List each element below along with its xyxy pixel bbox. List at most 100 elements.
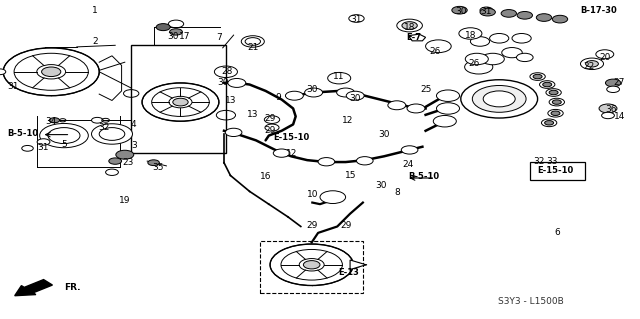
Circle shape [49,118,60,123]
Circle shape [605,79,621,87]
Text: 15: 15 [345,171,356,180]
Circle shape [346,91,364,100]
Circle shape [228,78,246,87]
Text: 30: 30 [455,7,467,16]
Circle shape [512,33,531,43]
Circle shape [470,37,490,46]
Circle shape [318,158,335,166]
Circle shape [328,72,351,84]
Text: 33: 33 [546,157,557,166]
Circle shape [596,50,614,59]
Text: E-15-10: E-15-10 [538,166,573,175]
Text: 8: 8 [394,188,399,197]
Circle shape [545,121,554,125]
Text: 30: 30 [378,130,390,139]
Text: 22: 22 [583,63,595,71]
Text: B-17-30: B-17-30 [580,6,617,15]
Circle shape [517,11,532,19]
Text: 3: 3 [132,141,137,150]
Text: 29: 29 [264,114,276,122]
Circle shape [536,14,552,21]
Circle shape [37,64,65,79]
Circle shape [480,7,493,13]
Text: 30: 30 [376,181,387,189]
Circle shape [388,101,406,110]
Circle shape [402,22,417,29]
Circle shape [349,15,364,22]
Circle shape [490,33,509,43]
Text: 17: 17 [179,32,190,41]
Circle shape [548,109,563,117]
Circle shape [599,104,617,113]
Bar [260,241,363,293]
Text: 31: 31 [481,7,492,16]
Circle shape [546,89,561,96]
Circle shape [156,24,170,31]
Circle shape [401,146,418,154]
Circle shape [22,145,33,151]
Circle shape [337,88,355,97]
Text: 31: 31 [37,143,49,152]
Text: 36: 36 [605,105,617,114]
Circle shape [320,191,346,204]
Circle shape [264,116,280,123]
Polygon shape [408,34,426,41]
Text: E-13: E-13 [339,268,359,277]
Circle shape [148,160,159,166]
Circle shape [265,124,279,131]
Circle shape [407,104,425,113]
Text: 2: 2 [92,37,97,46]
Text: 31: 31 [350,15,362,24]
FancyArrow shape [15,279,52,296]
Circle shape [37,139,50,145]
Text: 23: 23 [122,158,134,167]
Circle shape [549,98,564,106]
Circle shape [480,8,495,16]
Text: 32: 32 [98,123,109,132]
Text: FR.: FR. [64,283,81,292]
Text: 28: 28 [221,67,233,76]
Circle shape [116,150,134,159]
Text: 18: 18 [465,31,476,40]
Circle shape [433,115,456,127]
Circle shape [540,81,555,88]
Circle shape [42,67,61,77]
Circle shape [92,124,132,144]
Circle shape [300,258,324,271]
Circle shape [225,128,242,137]
Circle shape [40,123,88,148]
Text: 6: 6 [554,228,559,237]
Circle shape [533,74,542,79]
Circle shape [516,53,533,62]
Text: 26: 26 [468,59,479,68]
Text: 30: 30 [167,32,179,41]
Circle shape [106,169,118,175]
Text: 35: 35 [152,163,164,172]
Text: 30: 30 [307,85,318,94]
Circle shape [459,28,482,39]
Text: 10: 10 [307,190,318,199]
Circle shape [356,157,373,165]
Text: 30: 30 [217,78,228,87]
Circle shape [241,36,264,47]
Text: 13: 13 [247,110,259,119]
Circle shape [543,82,552,87]
Circle shape [285,91,303,100]
Text: 12: 12 [285,149,297,158]
Bar [131,45,226,153]
Text: 5: 5 [61,140,67,149]
Text: E-15-10: E-15-10 [273,133,309,142]
Circle shape [607,86,620,93]
Circle shape [586,61,598,67]
Text: 9: 9 [276,93,281,102]
Circle shape [549,90,558,95]
Text: S3Y3 - L1500B: S3Y3 - L1500B [499,297,564,306]
Circle shape [3,48,99,96]
Circle shape [465,60,493,74]
Text: 31: 31 [7,82,19,91]
Circle shape [436,90,460,101]
Circle shape [397,19,422,32]
Circle shape [602,112,614,119]
Text: 26: 26 [429,47,441,56]
Circle shape [452,6,467,14]
